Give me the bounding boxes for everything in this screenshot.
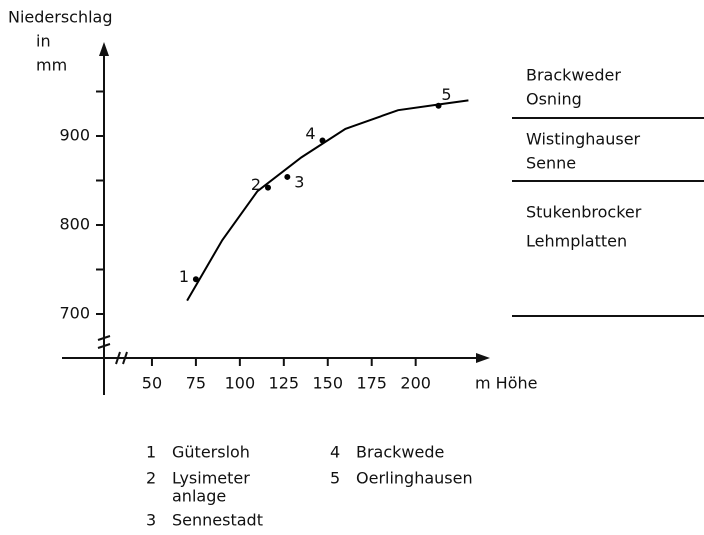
legend-label: Gütersloh	[172, 443, 250, 462]
legend-number: 2	[146, 469, 156, 488]
curve	[186, 99, 469, 302]
point	[319, 137, 326, 144]
y-axis-label: in	[36, 32, 51, 51]
legend-label: Lysimeter	[172, 469, 250, 488]
legend-label: Brackwede	[356, 443, 444, 462]
x-tick-label: 175	[356, 374, 387, 393]
zone-label: Osning	[526, 90, 582, 109]
legend-number: 5	[330, 469, 340, 488]
point-label: 3	[294, 172, 304, 191]
legend-label: Sennestadt	[172, 511, 263, 530]
legend-label: Oerlinghausen	[356, 469, 473, 488]
zone-label: Wistinghauser	[526, 130, 641, 149]
y-axis-label: mm	[36, 56, 67, 75]
point	[264, 184, 271, 191]
point	[192, 276, 199, 283]
x-tick-label: 100	[225, 374, 256, 393]
point-label: 2	[251, 175, 261, 194]
x-axis-arrow	[476, 353, 490, 363]
legend-number: 1	[146, 443, 156, 462]
point	[284, 173, 291, 180]
legend-label: anlage	[172, 487, 226, 506]
point-label: 1	[179, 267, 189, 286]
x-tick-label: 125	[269, 374, 300, 393]
legend-number: 4	[330, 443, 340, 462]
y-axis-arrow	[99, 42, 109, 56]
zone-label: Senne	[526, 154, 576, 173]
y-axis-label: Niederschlag	[8, 8, 113, 27]
zone-label: Brackweder	[526, 66, 621, 85]
x-tick-label: 50	[142, 374, 162, 393]
y-tick-label: 900	[59, 126, 90, 145]
point-label: 5	[441, 85, 451, 104]
x-tick-label: 75	[186, 374, 206, 393]
x-tick-label: 200	[400, 374, 431, 393]
x-tick-label: 150	[312, 374, 343, 393]
point-label: 4	[305, 124, 315, 143]
y-tick-label: 800	[59, 215, 90, 234]
zone-label: Stukenbrocker	[526, 203, 642, 222]
point	[435, 102, 442, 109]
x-axis-label: m Höhe	[475, 374, 537, 393]
legend-number: 3	[146, 511, 156, 530]
zone-label: Lehmplatten	[526, 232, 627, 251]
y-tick-label: 700	[59, 304, 90, 323]
